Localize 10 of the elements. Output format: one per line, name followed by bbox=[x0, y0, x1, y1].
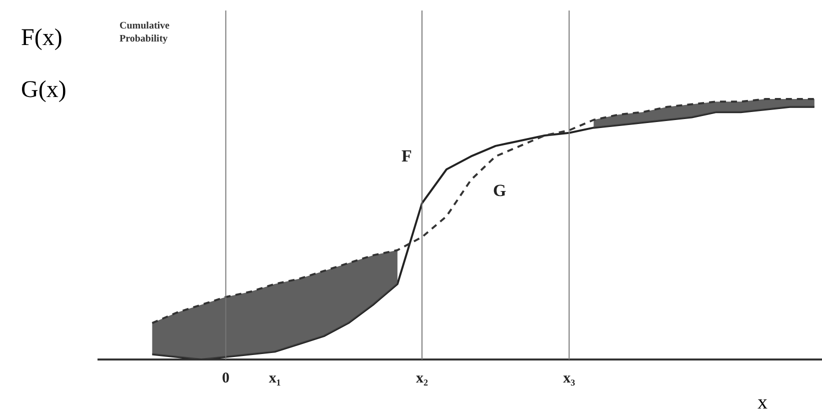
x-tick-label: 0 bbox=[222, 370, 230, 386]
series-label: F bbox=[402, 146, 412, 166]
series-label: G bbox=[493, 180, 506, 200]
x-tick-label: x₃ bbox=[563, 370, 576, 386]
x-tick-label: x₂ bbox=[416, 370, 428, 386]
x-axis-title: x bbox=[758, 392, 768, 413]
text: Cumulative Probability bbox=[120, 20, 170, 44]
text: G(x) bbox=[21, 76, 66, 105]
x-tick-label: x₁ bbox=[268, 370, 281, 386]
text: F(x) bbox=[21, 24, 62, 53]
